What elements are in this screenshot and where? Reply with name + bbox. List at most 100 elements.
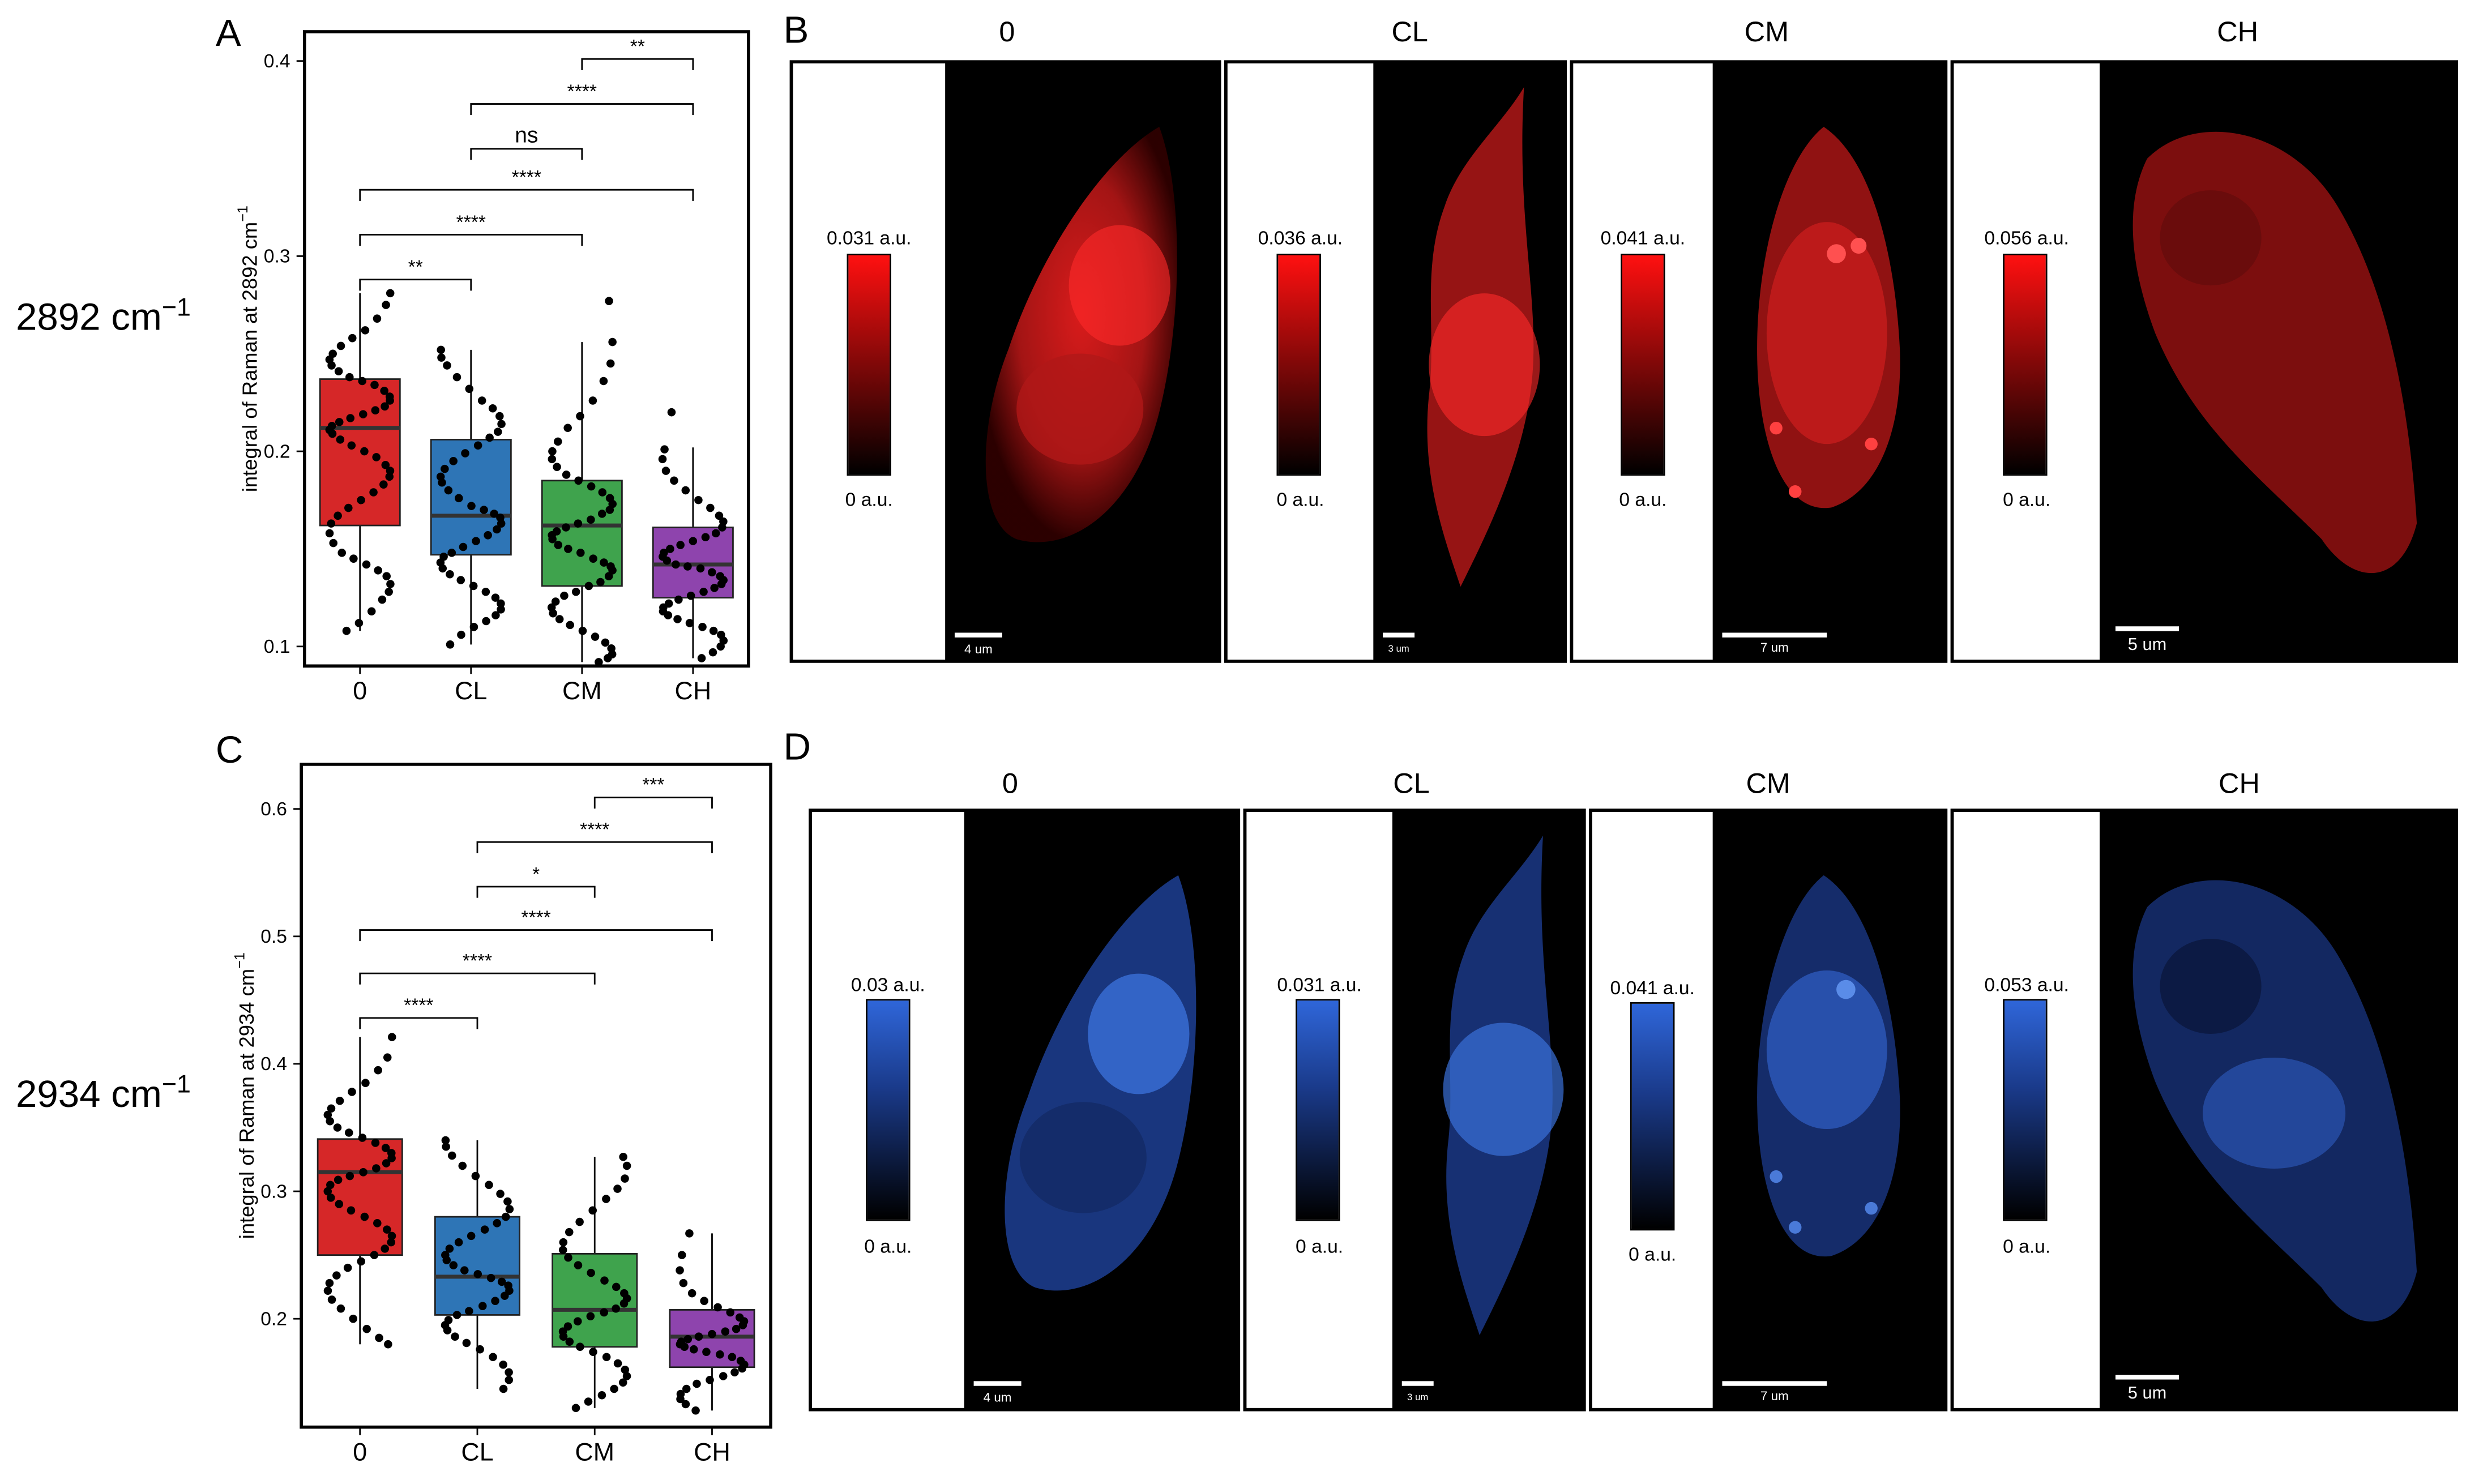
scale-bar-label: 7 um [1760, 640, 1789, 655]
data-point [571, 587, 580, 596]
data-point [505, 1368, 513, 1377]
data-point [380, 386, 388, 395]
significance-bracket [359, 189, 694, 201]
data-point [559, 1332, 568, 1341]
row-label-2934: 2934 cm−1 [16, 1072, 191, 1118]
data-point [383, 1053, 392, 1062]
data-point [343, 1263, 352, 1272]
colorbar-gradient [1621, 254, 1665, 476]
data-point [497, 519, 506, 528]
data-point [460, 1266, 469, 1275]
scale-bar [1383, 632, 1415, 638]
raman-cell-image: 4 um [964, 812, 1237, 1408]
data-point [382, 301, 390, 309]
row-label-2892-text: 2892 cm [16, 296, 162, 340]
data-point [323, 1286, 332, 1295]
data-point [361, 1079, 370, 1087]
data-point [666, 545, 674, 553]
significance-bracket [476, 886, 596, 898]
data-point [461, 449, 469, 457]
data-point [446, 640, 455, 649]
data-point [472, 537, 480, 545]
data-point [730, 1368, 739, 1377]
data-point [694, 1332, 703, 1341]
data-point [595, 658, 603, 666]
data-point [441, 464, 449, 473]
data-point [586, 1312, 595, 1320]
data-point [576, 1342, 584, 1351]
data-point [596, 578, 605, 587]
panel-letter-d: D [783, 726, 811, 769]
x-tick-label: 0 [353, 677, 367, 705]
y-tick-label: 0.2 [260, 1308, 287, 1329]
data-point [687, 1289, 696, 1298]
data-point [560, 591, 569, 600]
data-point [672, 560, 680, 569]
data-point [358, 377, 367, 386]
data-point [505, 1205, 514, 1213]
significance-bracket [359, 234, 583, 246]
data-point [337, 549, 347, 557]
data-point [713, 1303, 722, 1312]
raman-cell-image: 3 um [1392, 812, 1583, 1408]
data-point [602, 1353, 611, 1362]
scale-bar-label: 7 um [1760, 1389, 1789, 1404]
data-point [349, 1314, 358, 1323]
data-point [327, 519, 336, 528]
scale-bar-label: 4 um [983, 1391, 1012, 1405]
colorbar-min-label: 0 a.u. [1276, 488, 1324, 511]
image-tile-b-cm: 0.041 a.u. 0 a.u. 7 um [1570, 60, 1948, 663]
data-point [667, 408, 676, 417]
data-point [574, 519, 583, 528]
data-point [555, 615, 564, 623]
data-point [610, 1384, 618, 1393]
data-point [576, 549, 585, 557]
data-point [548, 455, 557, 464]
data-point [598, 488, 607, 497]
condition-label-b-0: 0 [999, 16, 1015, 48]
data-point [458, 1161, 467, 1170]
data-point [600, 558, 608, 567]
data-point [708, 1329, 716, 1338]
data-point [566, 621, 574, 630]
data-point [473, 441, 482, 450]
row-label-2892-sup: −1 [161, 294, 191, 322]
data-point [604, 654, 612, 662]
data-point [599, 377, 608, 386]
data-point [602, 1195, 610, 1203]
data-point [681, 1400, 690, 1409]
data-point [584, 581, 593, 591]
data-point [554, 541, 563, 549]
scale-bar-label: 5 um [2127, 1384, 2167, 1404]
data-point [575, 1217, 584, 1226]
y-tick-label: 0.4 [264, 51, 290, 72]
data-point [386, 396, 394, 405]
colorbar-area: 0.036 a.u. 0 a.u. [1227, 63, 1374, 660]
cell-shape [1757, 875, 1900, 1257]
data-point [451, 1332, 459, 1341]
data-point [372, 453, 381, 461]
data-point [326, 1117, 334, 1126]
y-tick-label: 0.3 [260, 1181, 287, 1202]
data-point [503, 1197, 512, 1206]
data-point [728, 1353, 737, 1362]
data-point [670, 476, 678, 485]
x-tick-label: CM [562, 677, 602, 705]
data-point [676, 1395, 685, 1404]
data-point [374, 566, 382, 575]
data-point [442, 1142, 450, 1151]
data-point [484, 531, 492, 540]
data-point [454, 1238, 463, 1247]
data-point [325, 1278, 334, 1288]
data-point [697, 654, 706, 662]
data-point [345, 1171, 354, 1181]
data-point [613, 1359, 622, 1368]
x-tick-label: CH [694, 1438, 730, 1466]
y-tick-label: 0.6 [260, 799, 287, 820]
data-point [359, 410, 367, 418]
data-point [612, 1282, 621, 1291]
data-point [562, 523, 570, 532]
data-point [548, 447, 557, 456]
data-point [437, 345, 445, 354]
